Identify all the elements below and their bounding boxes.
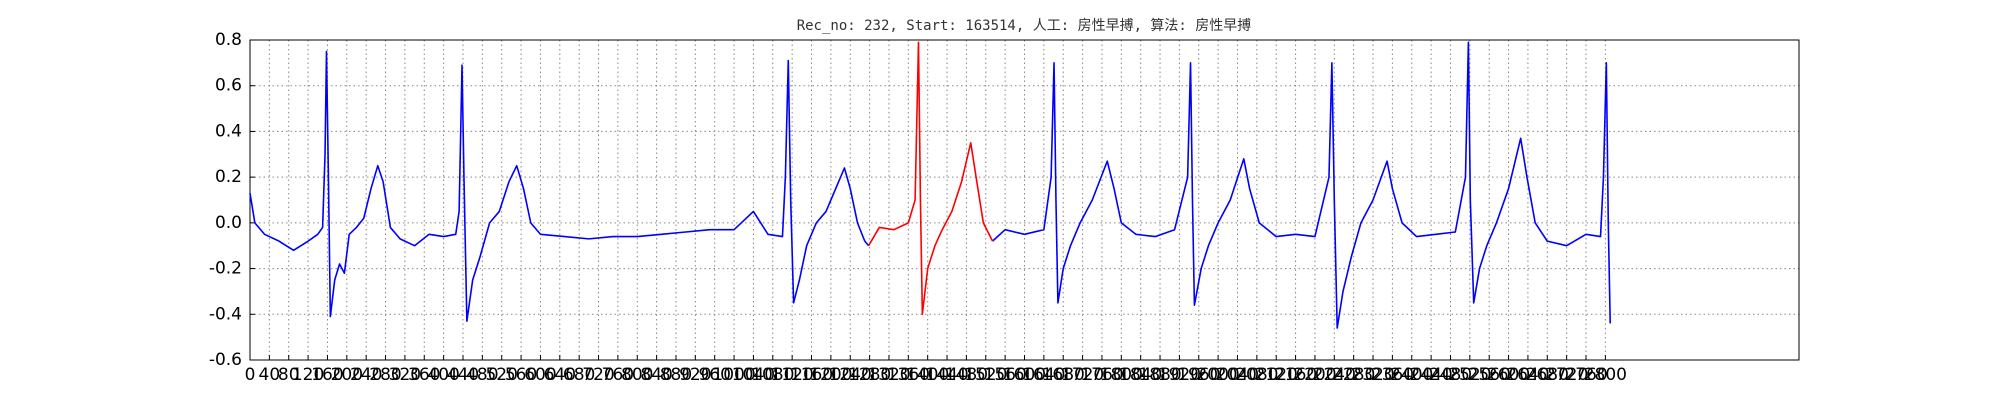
x-tick-label: 600 xyxy=(524,365,556,385)
x-tick-label: 880 xyxy=(660,365,692,385)
x-tick-label: 1120 xyxy=(771,365,814,385)
x-tick-label: 1400 xyxy=(906,365,949,385)
x-tick-label: 760 xyxy=(602,365,634,385)
x-tick-label: 1720 xyxy=(1061,365,1104,385)
x-tick-label: 520 xyxy=(485,365,517,385)
x-tick-label: 440 xyxy=(447,365,479,385)
x-tick-label: 1160 xyxy=(790,365,833,385)
plot-frame xyxy=(249,39,1800,361)
x-tick-label: 2280 xyxy=(1332,365,1375,385)
x-tick-label: 1520 xyxy=(964,365,1007,385)
x-tick-label: 2120 xyxy=(1255,365,1298,385)
x-tick-label: 1960 xyxy=(1177,365,1220,385)
x-tick-label: 1480 xyxy=(945,365,988,385)
x-tick-label: 2520 xyxy=(1448,365,1491,385)
y-tick-label: 0.6 xyxy=(215,76,242,96)
x-tick-label: 1760 xyxy=(1080,365,1123,385)
x-tick-label: 960 xyxy=(698,365,730,385)
x-tick-label: 2480 xyxy=(1429,365,1472,385)
x-tick-label: 640 xyxy=(544,365,576,385)
x-tick-label: 2800 xyxy=(1584,365,1627,385)
x-tick-label: 240 xyxy=(350,365,382,385)
x-tick-label: 1280 xyxy=(848,365,891,385)
x-tick-label: 2160 xyxy=(1274,365,1317,385)
x-tick-label: 480 xyxy=(466,365,498,385)
x-tick-label: 1000 xyxy=(712,365,755,385)
x-tick-label: 2200 xyxy=(1293,365,1336,385)
x-tick-label: 1600 xyxy=(1003,365,1046,385)
x-tick-label: 280 xyxy=(369,365,401,385)
x-tick-label: 80 xyxy=(278,365,300,385)
x-tick-label: 1360 xyxy=(887,365,930,385)
x-tick-label: 1560 xyxy=(984,365,1027,385)
x-tick-label: 2640 xyxy=(1506,365,1549,385)
x-tick-label: 680 xyxy=(563,365,595,385)
x-tick-label: 2760 xyxy=(1564,365,1607,385)
x-tick-label: 2000 xyxy=(1196,365,1239,385)
y-tick-label: -0.4 xyxy=(209,304,242,324)
x-tick-label: 160 xyxy=(311,365,343,385)
x-tick-label: 2320 xyxy=(1351,365,1394,385)
x-tick-label: 1640 xyxy=(1022,365,1065,385)
y-tick-label: -0.6 xyxy=(209,350,242,370)
x-tick-label: 320 xyxy=(389,365,421,385)
x-tick-label: 360 xyxy=(408,365,440,385)
x-tick-label: 1080 xyxy=(751,365,794,385)
x-tick-label: 2560 xyxy=(1468,365,1511,385)
x-tick-label: 1680 xyxy=(1042,365,1085,385)
signal-line xyxy=(249,41,1612,329)
x-tick-label: 2680 xyxy=(1526,365,1569,385)
x-tick-label: 2080 xyxy=(1235,365,1278,385)
x-tick-label: 1320 xyxy=(867,365,910,385)
x-tick-label: 720 xyxy=(582,365,614,385)
chart-title: Rec_no: 232, Start: 163514, 人工: 房性早搏, 算法… xyxy=(797,17,1252,34)
x-tick-label: 2720 xyxy=(1545,365,1588,385)
x-tick-label: 920 xyxy=(679,365,711,385)
x-tick-label: 800 xyxy=(621,365,653,385)
x-tick-label: 560 xyxy=(505,365,537,385)
signal-line xyxy=(867,41,994,316)
x-tick-label: 2600 xyxy=(1487,365,1530,385)
x-tick-label: 2240 xyxy=(1313,365,1356,385)
x-tick-label: 1800 xyxy=(1100,365,1143,385)
x-tick-label: 400 xyxy=(427,365,459,385)
x-tick-label: 1840 xyxy=(1119,365,1162,385)
x-tick-label: 120 xyxy=(292,365,324,385)
y-tick-label: 0.2 xyxy=(215,167,242,187)
x-tick-label: 1240 xyxy=(829,365,872,385)
x-tick-label: 1920 xyxy=(1158,365,1201,385)
x-tick-label: 200 xyxy=(331,365,363,385)
y-tick-label: -0.2 xyxy=(209,259,242,279)
x-tick-label: 40 xyxy=(259,365,281,385)
x-tick-label: 840 xyxy=(640,365,672,385)
x-tick-label: 2040 xyxy=(1216,365,1259,385)
x-tick-label: 1040 xyxy=(732,365,775,385)
x-tick-label: 2360 xyxy=(1371,365,1414,385)
y-tick-label: 0.4 xyxy=(215,121,242,141)
x-tick-label: 1200 xyxy=(809,365,852,385)
x-tick-label: 1440 xyxy=(925,365,968,385)
x-tick-label: 0 xyxy=(245,365,256,385)
x-tick-label: 1880 xyxy=(1138,365,1181,385)
x-tick-label: 2440 xyxy=(1409,365,1452,385)
y-tick-label: 0.0 xyxy=(215,213,242,233)
x-tick-label: 2400 xyxy=(1390,365,1433,385)
y-tick-label: 0.8 xyxy=(215,30,242,50)
